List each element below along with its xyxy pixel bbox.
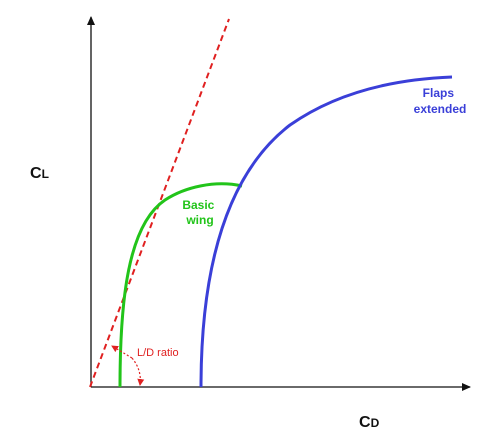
flaps-extended-label-line1: Flaps — [423, 86, 455, 100]
x-axis-label-main: C — [359, 414, 371, 431]
flaps-extended-curve — [199, 75, 453, 388]
flaps-extended-label-line2: extended — [414, 102, 467, 116]
basic-wing-curve — [118, 182, 243, 388]
flaps-extended-label: Flaps extended — [414, 86, 467, 116]
tangent-line — [89, 18, 230, 388]
basic-wing-label-line1: Basic — [182, 198, 214, 212]
y-axis-label-main: C — [30, 165, 42, 182]
x-axis-label: CD — [359, 414, 380, 431]
basic-wing-label: Basic wing — [182, 198, 217, 227]
ld-arc-lower — [131, 357, 145, 386]
ld-ratio-label: L/D ratio — [137, 347, 179, 359]
x-axis-label-sub: D — [371, 416, 380, 430]
ld-arc-upper — [111, 345, 133, 359]
y-axis-label: CL — [30, 165, 49, 182]
basic-wing-label-line2: wing — [185, 213, 213, 227]
y-axis-label-sub: L — [42, 167, 49, 181]
